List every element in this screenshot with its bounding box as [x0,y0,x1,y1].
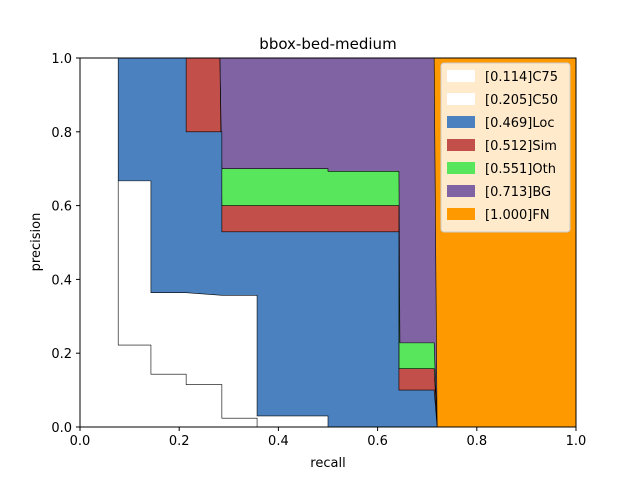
legend-swatch-1-000-fn [447,208,475,220]
x-tick-label: 1.0 [566,434,587,449]
chart-title: bbox-bed-medium [259,35,396,53]
x-axis-label: recall [310,456,345,471]
y-tick-label: 0.2 [51,347,72,362]
legend-swatch-0-205-c50 [447,93,475,105]
x-tick-label: 0.8 [466,434,487,449]
y-tick-label: 0.0 [51,421,72,436]
y-axis-ticks: 0.0 0.2 0.4 0.6 0.8 1.0 [51,52,80,436]
x-tick-label: 0.0 [70,434,91,449]
x-tick-label: 0.2 [169,434,190,449]
legend-swatch-0-512-sim [447,139,475,151]
legend-label-0-469-loc: [0.469]Loc [485,116,554,131]
legend-swatch-0-469-loc [447,116,475,128]
legend-label-0-512-sim: [0.512]Sim [485,139,557,154]
legend-label-0-713-bg: [0.713]BG [485,185,551,200]
legend-label-0-205-c50: [0.205]C50 [485,93,558,108]
y-axis-label: precision [29,213,44,272]
x-tick-label: 0.6 [367,434,388,449]
legend: [0.114]C75 [0.205]C50 [0.469]Loc [0.512]Sim… [440,62,571,233]
legend-label-0-551-oth: [0.551]Oth [485,162,556,177]
legend-swatch-0-551-oth [447,162,475,174]
y-tick-label: 0.4 [51,273,72,288]
y-tick-label: 1.0 [51,52,72,67]
x-axis-ticks: 0.0 0.2 0.4 0.6 0.8 1.0 [70,427,587,449]
area-0-114-c75 [79,57,576,428]
legend-label-0-114-c75: [0.114]C75 [485,70,558,85]
x-tick-label: 0.4 [268,434,289,449]
y-tick-label: 0.8 [51,126,72,141]
y-tick-label: 0.6 [51,200,72,215]
plot-frame [79,57,577,428]
legend-label-1-000-fn: [1.000]FN [485,208,550,223]
legend-swatch-0-114-c75 [447,70,475,82]
legend-swatch-0-713-bg [447,185,475,197]
